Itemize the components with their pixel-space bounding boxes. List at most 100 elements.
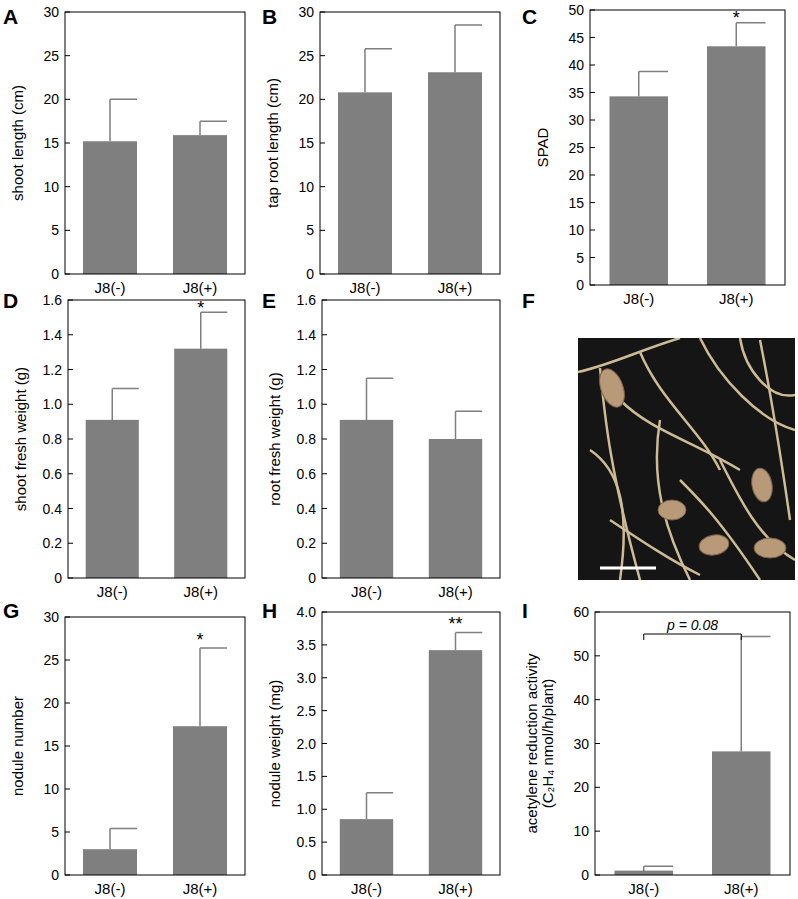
tick-label: 30: [298, 4, 314, 20]
frame: [322, 612, 500, 875]
panel-5: G051015202530J8(-)J8(+)nodule number*: [3, 599, 245, 897]
error-bar: [110, 99, 137, 141]
tick: [590, 65, 595, 66]
category-label: J8(+): [183, 279, 218, 296]
bar: [707, 46, 766, 285]
tick: [68, 369, 73, 370]
tick-label: 30: [43, 609, 59, 625]
error-bar: [456, 411, 483, 439]
figure: A051015202530J8(-)J8(+)shoot length (cm)…: [0, 0, 798, 899]
tick: [322, 776, 327, 777]
significance: **: [448, 614, 462, 634]
tick-label: 4.0: [297, 604, 317, 620]
tick: [65, 55, 70, 56]
tick: [322, 439, 327, 440]
nodule: [697, 533, 730, 558]
tick-label: 15: [43, 738, 59, 754]
tick: [322, 809, 327, 810]
bar: [340, 420, 393, 578]
tick-label: 25: [568, 140, 584, 156]
tick-label: 0.2: [297, 535, 317, 551]
tick-label: 40: [573, 692, 589, 708]
panel-4: E00.20.40.60.81.01.21.41.6J8(-)J8(+)root…: [262, 289, 500, 600]
root: [680, 480, 760, 580]
tick-label: 2.0: [297, 736, 317, 752]
axis-label: nodule number: [9, 696, 26, 796]
category-label: J8(-): [95, 279, 126, 296]
root: [590, 450, 624, 580]
frame: [68, 300, 245, 578]
tick-label: 25: [298, 48, 314, 64]
tick: [595, 743, 600, 744]
tick: [322, 543, 327, 544]
panel-label: E: [262, 289, 276, 312]
bars: [615, 637, 771, 875]
tick-label: 15: [568, 195, 584, 211]
tick-label: 1.2: [297, 362, 317, 378]
tick-label: 1.2: [43, 362, 63, 378]
category-label: J8(-): [351, 880, 382, 897]
error-bar: [455, 25, 482, 72]
significance: *: [733, 8, 740, 28]
category-label: J8(-): [95, 880, 126, 897]
panel-label: B: [262, 5, 277, 28]
tick: [322, 677, 327, 678]
category-label: J8(-): [350, 279, 381, 296]
tick: [590, 147, 595, 148]
bar: [86, 420, 139, 578]
tick-label: 0: [54, 570, 62, 586]
bar: [83, 849, 137, 875]
significance: *: [196, 630, 203, 650]
tick-label: 25: [43, 48, 59, 64]
panel-label: F: [522, 289, 535, 312]
bar: [429, 650, 482, 875]
tick: [590, 37, 595, 38]
photo-panel: F: [522, 289, 795, 580]
panel-label: D: [3, 289, 18, 312]
panel-1: B051015202530J8(-)J8(+)tap root length (…: [262, 4, 500, 296]
category-label: J8(-): [97, 583, 128, 600]
tick: [595, 787, 600, 788]
tick-label: 1.5: [297, 768, 317, 784]
bar: [83, 141, 137, 274]
category-label: J8(+): [719, 290, 754, 307]
axis-label: shoot fresh weight (g): [12, 367, 29, 511]
tick-label: 20: [43, 695, 59, 711]
error-bar: [639, 72, 668, 97]
bar: [340, 819, 393, 875]
frame: [590, 10, 785, 285]
bar: [429, 439, 482, 578]
bars: [83, 648, 227, 875]
nodule: [595, 365, 629, 410]
tick-label: 1.0: [297, 396, 317, 412]
tick-label: 0: [51, 867, 59, 883]
tick-label: 2.5: [297, 703, 317, 719]
tick: [65, 832, 70, 833]
tick: [322, 404, 327, 405]
root: [657, 420, 690, 580]
bracket: [644, 634, 742, 640]
panel-2: C05101520253035404550J8(-)J8(+)SPAD*: [522, 2, 785, 307]
nodule: [658, 500, 686, 520]
tick: [322, 334, 327, 335]
tick: [595, 831, 600, 832]
tick-label: 0.4: [43, 501, 63, 517]
tick: [595, 655, 600, 656]
tick-label: 10: [43, 781, 59, 797]
tick-label: 30: [573, 736, 589, 752]
tick-label: 0: [306, 266, 314, 282]
tick-label: 0.6: [297, 466, 317, 482]
axis-label: SPAD: [534, 127, 551, 167]
error-bar: [201, 312, 228, 348]
tick-label: 45: [568, 30, 584, 46]
frame: [322, 300, 500, 578]
category-label: J8(+): [438, 583, 473, 600]
tick: [590, 257, 595, 258]
tick-label: 3.5: [297, 637, 317, 653]
error-bar: [741, 637, 770, 752]
tick: [65, 230, 70, 231]
annotation: p = 0.08: [666, 617, 718, 633]
tick-label: 1.0: [297, 801, 317, 817]
frame: [320, 12, 500, 274]
bars: [340, 378, 482, 578]
